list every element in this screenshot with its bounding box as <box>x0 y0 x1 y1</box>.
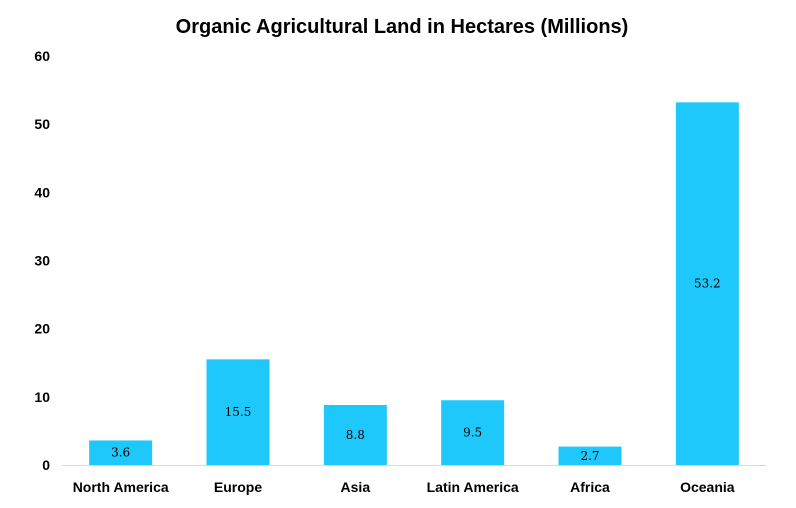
bars-group <box>89 102 739 465</box>
y-tick-label: 30 <box>34 253 50 269</box>
y-axis-ticks: 0 10 20 30 40 50 60 <box>34 48 50 473</box>
bar-latin-america <box>441 400 505 465</box>
x-tick-label: North America <box>73 479 169 495</box>
bar-oceania <box>675 102 739 465</box>
bar-value-label: 53.2 <box>694 277 721 291</box>
y-tick-label: 20 <box>34 321 50 337</box>
chart-title: Organic Agricultural Land in Hectares (M… <box>176 16 629 38</box>
bar-value-label: 8.8 <box>346 428 365 442</box>
x-tick-label: Asia <box>341 479 371 495</box>
y-tick-label: 50 <box>34 116 50 132</box>
bar-north-america <box>89 440 153 465</box>
x-tick-label: Latin America <box>427 479 519 495</box>
x-tick-label: Oceania <box>680 479 735 495</box>
y-tick-label: 0 <box>42 457 50 473</box>
x-tick-label: Europe <box>214 479 262 495</box>
x-tick-label: Africa <box>570 479 610 495</box>
bar-value-label: 3.6 <box>111 446 130 460</box>
y-tick-label: 60 <box>34 48 50 64</box>
bar-asia <box>323 405 387 465</box>
y-tick-label: 10 <box>34 389 50 405</box>
x-axis-labels: North America Europe Asia Latin America Afri… <box>73 479 735 495</box>
bar-value-label: 15.5 <box>225 405 252 419</box>
bar-europe <box>206 359 270 465</box>
value-labels-group: 3.6 15.5 8.8 9.5 2.7 53.2 <box>111 277 721 463</box>
y-tick-label: 40 <box>34 184 50 200</box>
bar-value-label: 2.7 <box>580 449 599 463</box>
bar-value-label: 9.5 <box>463 426 482 440</box>
bar-africa <box>558 446 622 465</box>
